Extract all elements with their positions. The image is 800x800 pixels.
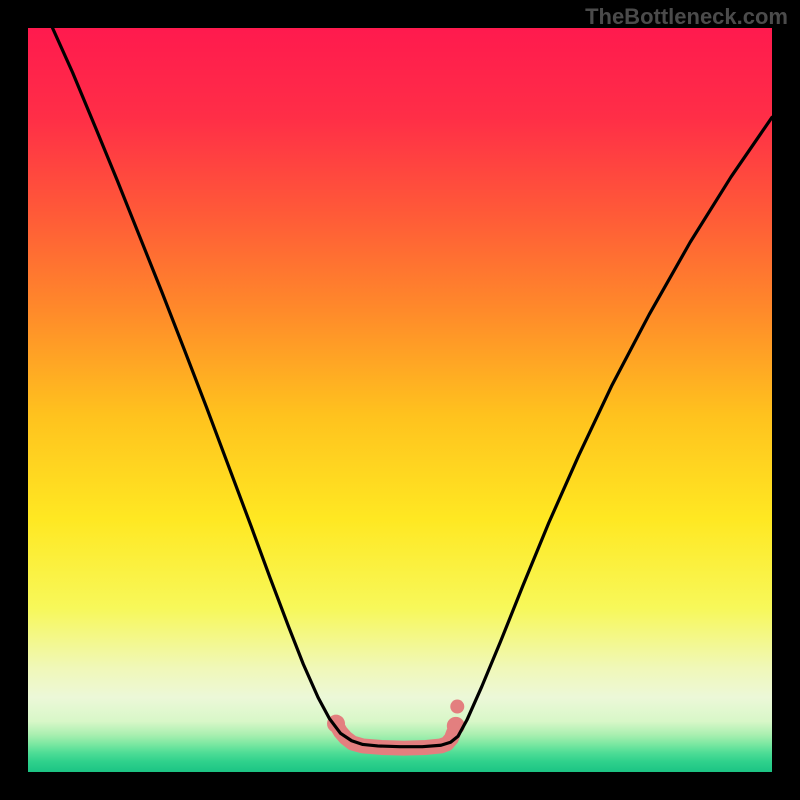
valley-highlight-blob [450, 700, 464, 714]
gradient-background [28, 28, 772, 772]
chart-svg [28, 28, 772, 772]
chart-frame: TheBottleneck.com [0, 0, 800, 800]
watermark-text: TheBottleneck.com [585, 4, 788, 30]
